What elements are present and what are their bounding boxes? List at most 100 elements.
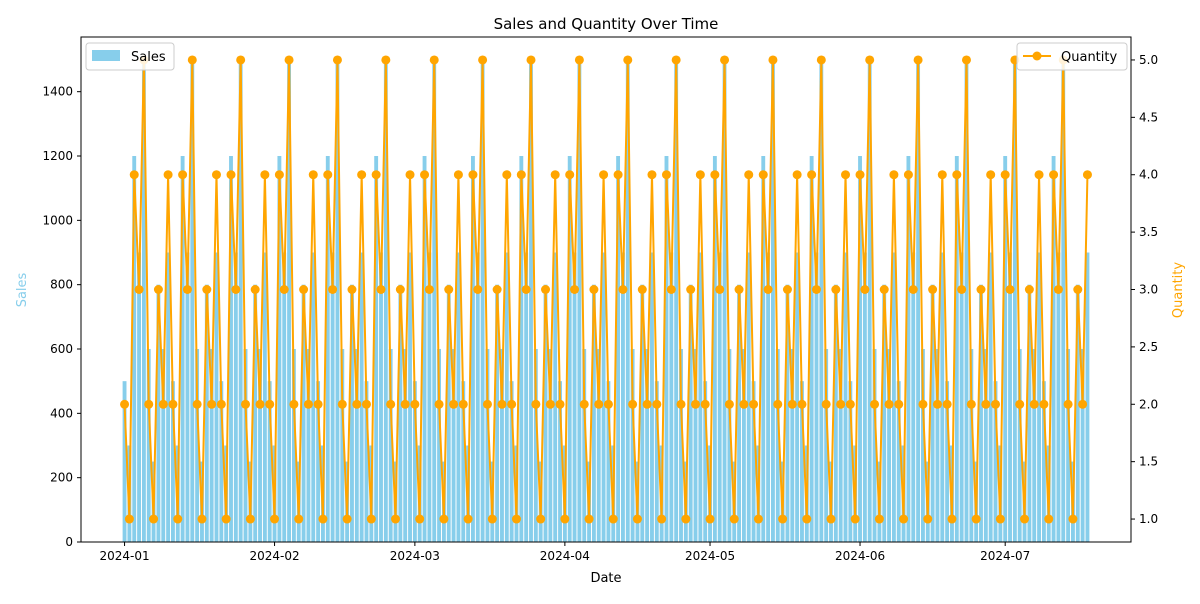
y-left-tick-label: 200 [50, 471, 73, 485]
quantity-point [371, 170, 381, 180]
quantity-point [173, 514, 183, 524]
quantity-point [579, 399, 589, 409]
sales-bar [727, 349, 732, 542]
quantity-point [986, 170, 996, 180]
sales-bar [471, 156, 475, 542]
sales-bar [500, 349, 504, 542]
sales-bar [359, 252, 364, 542]
quantity-point [821, 399, 831, 409]
quantity-point [357, 170, 367, 180]
quantity-point [124, 514, 134, 524]
sales-bar [717, 252, 722, 542]
quantity-point [947, 514, 957, 524]
chart-title: Sales and Quantity Over Time [494, 15, 719, 33]
sales-bar [737, 284, 741, 542]
quantity-point [192, 399, 202, 409]
quantity-point [429, 55, 439, 65]
sales-bar [761, 156, 766, 542]
quantity-point [570, 285, 580, 294]
sales-bar [945, 381, 950, 542]
quantity-point [410, 399, 420, 409]
quantity-point [328, 285, 338, 294]
quantity-point [686, 285, 696, 294]
sales-bar [374, 156, 379, 542]
quantity-point [845, 399, 855, 409]
quantity-point [695, 170, 705, 180]
quantity-point [647, 170, 657, 180]
quantity-point [168, 399, 178, 409]
sales-bar [287, 59, 291, 543]
sales-bar [664, 156, 669, 542]
sales-bar [485, 349, 490, 542]
quantity-point [874, 514, 884, 524]
quantity-point [1015, 399, 1025, 409]
quantity-point [134, 285, 144, 294]
quantity-point [487, 514, 497, 524]
sales-bar [606, 381, 611, 542]
quantity-point [932, 399, 942, 409]
sales-bar [833, 284, 838, 542]
quantity-point [420, 170, 430, 180]
quantity-point [642, 399, 652, 409]
quantity-point [163, 170, 173, 180]
sales-bar [891, 252, 896, 542]
sales-bar [301, 284, 306, 542]
quantity-point [478, 55, 488, 65]
sales-bar [567, 156, 572, 542]
quantity-point [666, 285, 676, 294]
y-right-tick-label: 3.0 [1139, 283, 1158, 297]
sales-bar [219, 381, 224, 542]
quantity-point [550, 170, 560, 180]
sales-bar [190, 59, 195, 543]
quantity-point [182, 285, 192, 294]
quantity-point [623, 55, 633, 65]
quantity-point [231, 285, 241, 294]
sales-bar [964, 59, 969, 543]
sales-bar [771, 59, 775, 543]
sales-bar [1008, 252, 1012, 542]
sales-bar [262, 252, 267, 542]
sales-bar [621, 252, 625, 542]
y-right-tick-label: 4.5 [1139, 110, 1158, 124]
quantity-point [603, 399, 613, 409]
quantity-point [700, 399, 710, 409]
sales-bar [674, 59, 679, 543]
quantity-point [608, 514, 618, 524]
quantity-point [913, 55, 923, 65]
quantity-point [507, 399, 517, 409]
quantity-point [797, 399, 807, 409]
quantity-point [405, 170, 415, 180]
quantity-point [778, 514, 788, 524]
sales-bar [858, 156, 862, 542]
sales-bars [122, 59, 1090, 543]
sales-bar [335, 59, 340, 543]
quantity-point [831, 285, 841, 294]
quantity-point [376, 285, 386, 294]
quantity-point [1053, 285, 1063, 294]
y-left-tick-label: 600 [50, 342, 73, 356]
quantity-point [255, 399, 265, 409]
quantity-point [458, 399, 468, 409]
quantity-point [144, 399, 154, 409]
sales-bar [132, 156, 137, 542]
sales-bar [896, 381, 901, 542]
sales-bar [1012, 59, 1017, 543]
sales-bar [1032, 349, 1037, 542]
sales-bar [180, 156, 185, 542]
sales-bar [451, 349, 456, 542]
quantity-point [1020, 514, 1030, 524]
sales-bar [775, 349, 780, 542]
quantity-point [899, 514, 909, 524]
quantity-point [937, 170, 947, 180]
sales-bar [848, 381, 853, 542]
quantity-point [792, 170, 802, 180]
sales-bar [930, 284, 935, 542]
sales-bar [940, 252, 945, 542]
quantity-point [1000, 170, 1010, 180]
quantity-point [386, 399, 396, 409]
sales-bar [195, 349, 200, 542]
quantity-point [497, 399, 507, 409]
quantity-point [294, 514, 304, 524]
sales-bar [795, 252, 800, 542]
quantity-point [758, 170, 768, 180]
